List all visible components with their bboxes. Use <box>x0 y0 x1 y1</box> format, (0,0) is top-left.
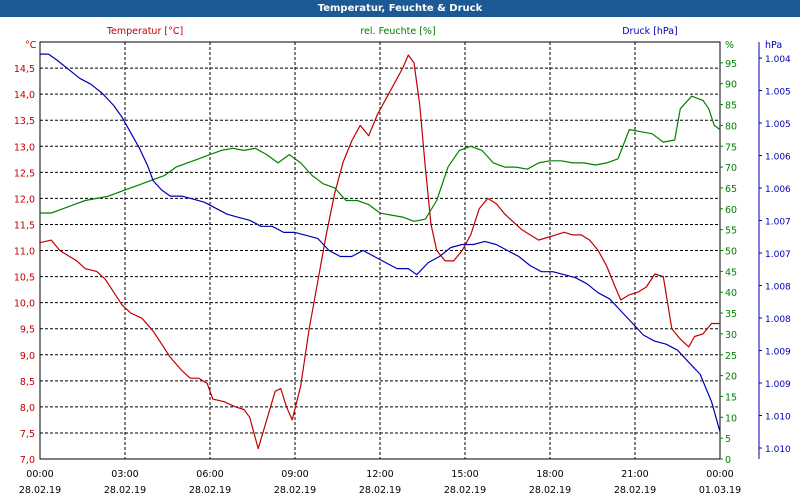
x-tick-time: 06:00 <box>196 469 223 480</box>
series-layer <box>39 53 721 450</box>
pressure-tick: 1.005 <box>765 88 791 98</box>
x-tick-date: 28.02.19 <box>274 485 316 496</box>
humidity-tick: 60 <box>725 205 737 216</box>
humidity-tick: 70 <box>725 163 737 174</box>
x-tick-time: 00:00 <box>26 469 53 480</box>
x-tick-date: 28.02.19 <box>19 485 61 496</box>
x-tick-date: 28.02.19 <box>529 485 571 496</box>
humidity-tick: 15 <box>725 392 737 403</box>
temperature-tick: 7,0 <box>20 455 35 466</box>
grid <box>39 41 762 460</box>
x-tick-date: 28.02.19 <box>359 485 401 496</box>
humidity-tick: 65 <box>725 184 737 195</box>
pressure-tick: 1.008 <box>765 315 791 325</box>
humidity-tick: 55 <box>725 226 737 237</box>
temperature-tick: 7,5 <box>20 429 35 440</box>
x-tick-time: 18:00 <box>536 469 563 480</box>
pressure-tick: 1.010 <box>765 413 791 423</box>
temperature-tick: 13,0 <box>14 142 35 153</box>
humidity-tick: 95 <box>725 59 737 70</box>
x-tick-time: 03:00 <box>111 469 138 480</box>
temperature-tick: 10,5 <box>14 273 35 284</box>
temperature-tick: 9,5 <box>20 325 35 336</box>
humidity-tick: 0 <box>725 455 731 466</box>
temperature-series-line <box>39 54 720 450</box>
humidity-axis-label: rel. Feuchte [%] <box>360 26 435 37</box>
pressure-tick: 1.007 <box>765 250 791 260</box>
temperature-tick: 9,0 <box>20 351 35 362</box>
window-title: Temperatur, Feuchte & Druck <box>0 0 800 17</box>
x-tick-date: 28.02.19 <box>444 485 486 496</box>
x-tick-date: 28.02.19 <box>189 485 231 496</box>
humidity-tick: 5 <box>725 434 731 445</box>
humidity-tick: 25 <box>725 351 737 362</box>
x-tick-time: 12:00 <box>366 469 393 480</box>
x-tick-time: 09:00 <box>281 469 308 480</box>
temperature-tick: 13,5 <box>14 116 35 127</box>
pressure-axis-label: Druck [hPa] <box>622 26 678 37</box>
pressure-tick: 1.006 <box>765 153 791 163</box>
pressure-tick: 1.008 <box>765 283 791 293</box>
pressure-tick: 1.006 <box>765 185 791 195</box>
x-tick-date: 28.02.19 <box>104 485 146 496</box>
humidity-tick: 45 <box>725 267 737 278</box>
humidity-tick: 50 <box>725 247 737 258</box>
x-tick-date: 28.02.19 <box>614 485 656 496</box>
temperature-tick: 10,0 <box>14 299 35 310</box>
temperature-tick: 14,0 <box>14 90 35 101</box>
humidity-tick: 35 <box>725 309 737 320</box>
x-tick-date: 01.03.19 <box>699 485 741 496</box>
temperature-axis-label: Temperatur [°C] <box>106 26 183 37</box>
x-tick-time: 15:00 <box>451 469 478 480</box>
temperature-tick: 8,0 <box>20 403 35 414</box>
humidity-tick: 75 <box>725 142 737 153</box>
pressure-tick: 1.009 <box>765 380 791 390</box>
humidity-tick: 30 <box>725 330 737 341</box>
temperature-tick: 12,5 <box>14 168 35 179</box>
humidity-tick: 40 <box>725 288 737 299</box>
pressure-tick: 1.005 <box>765 120 791 130</box>
humidity-tick: 85 <box>725 101 737 112</box>
pressure-tick: 1.007 <box>765 218 791 228</box>
humidity-tick: 20 <box>725 372 737 383</box>
humidity-tick: 80 <box>725 121 737 132</box>
humidity-tick: 90 <box>725 80 737 91</box>
pressure-series-line <box>40 53 721 432</box>
pressure-unit: hPa <box>765 40 782 51</box>
tick-labels: 00:00 28.02.19 03:00 28.02.19 06:00 28.02.19 0… <box>14 55 791 496</box>
humidity-unit: % <box>725 40 734 51</box>
temperature-tick: 12,0 <box>14 194 35 205</box>
temperature-unit: °C <box>25 40 37 51</box>
humidity-tick: 10 <box>725 413 737 424</box>
pressure-tick: 1.010 <box>765 445 791 455</box>
x-tick-time: 00:00 <box>706 469 733 480</box>
pressure-tick: 1.009 <box>765 348 791 358</box>
pressure-tick: 1.004 <box>765 55 791 65</box>
temperature-tick: 11,0 <box>14 247 35 258</box>
x-tick-time: 21:00 <box>621 469 648 480</box>
humidity-series-line <box>40 95 721 222</box>
temperature-tick: 11,5 <box>14 220 35 231</box>
temperature-tick: 8,5 <box>20 377 35 388</box>
temperature-tick: 14,5 <box>14 64 35 75</box>
